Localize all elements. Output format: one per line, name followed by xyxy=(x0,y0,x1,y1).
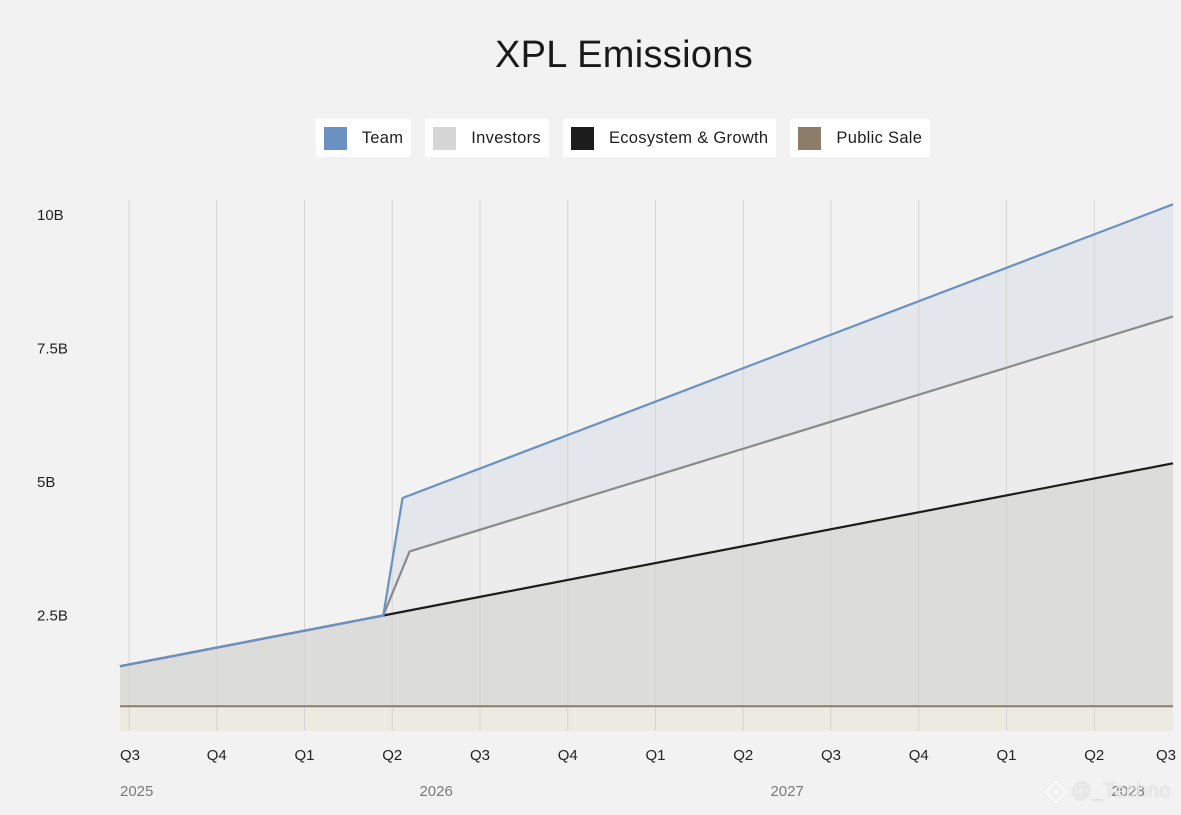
year-label: 2026 xyxy=(419,783,452,800)
line-team xyxy=(119,203,1174,668)
x-tick-label: Q3 xyxy=(120,747,140,764)
year-label: 2027 xyxy=(770,783,803,800)
chart-title: XPL Emissions xyxy=(494,34,754,76)
legend-label-team: Team xyxy=(361,128,404,147)
legend-item-investors[interactable]: Investors xyxy=(425,119,549,157)
x-tick-label: Q3 xyxy=(1156,747,1176,764)
x-tick-label: Q3 xyxy=(470,747,490,764)
area-ecosystem-growth xyxy=(120,463,1173,731)
y-tick-label: 7.5B xyxy=(37,341,68,358)
x-tick-label: Q3 xyxy=(821,747,841,764)
year-label: 2028 xyxy=(1111,783,1144,800)
watermark: @_Techno xyxy=(1043,778,1171,805)
x-tick-label: Q1 xyxy=(294,747,314,764)
area-layers xyxy=(120,204,1173,731)
legend-label-investors: Investors xyxy=(471,128,541,147)
legend: Team Investors Ecosystem & Growth Public… xyxy=(0,119,1181,157)
legend-item-public-sale[interactable]: Public Sale xyxy=(790,119,931,157)
x-tick-label: Q1 xyxy=(996,747,1016,764)
legend-swatch-investors xyxy=(433,126,457,150)
binance-logo-icon xyxy=(1043,778,1069,805)
year-label: 2025 xyxy=(120,783,153,800)
legend-label-public-sale: Public Sale xyxy=(836,128,923,147)
x-tick-label: Q4 xyxy=(909,747,929,764)
legend-item-ecosystem-growth[interactable]: Ecosystem & Growth xyxy=(562,119,777,157)
x-tick-label: Q1 xyxy=(645,747,665,764)
y-tick-label: 10B xyxy=(37,207,64,224)
x-tick-label: Q2 xyxy=(382,747,402,764)
y-tick-label: 5B xyxy=(37,474,55,491)
vertical-grid xyxy=(128,200,1095,731)
legend-label-ecosystem-growth: Ecosystem & Growth xyxy=(608,128,769,147)
series-lines xyxy=(119,203,1174,708)
watermark-text: @_Techno xyxy=(1071,780,1171,802)
x-tick-label: Q2 xyxy=(1084,747,1104,764)
year-labels: 2025 2026 2027 2028 xyxy=(120,783,1145,800)
legend-swatch-ecosystem-growth xyxy=(570,126,594,150)
legend-item-team[interactable]: Team xyxy=(315,119,412,157)
legend-swatch-public-sale xyxy=(798,126,822,150)
area-public-sale xyxy=(120,706,1173,731)
x-axis-ticks: Q3 Q4 Q1 Q2 Q3 Q4 Q1 Q2 Q3 Q4 Q1 Q2 Q3 xyxy=(120,747,1176,764)
y-axis-ticks: 2.5B 5B 7.5B 10B xyxy=(37,207,68,625)
legend-swatch-team xyxy=(323,126,347,150)
x-tick-label: Q4 xyxy=(207,747,227,764)
y-tick-label: 2.5B xyxy=(37,608,68,625)
x-tick-label: Q2 xyxy=(733,747,753,764)
x-tick-label: Q4 xyxy=(558,747,578,764)
